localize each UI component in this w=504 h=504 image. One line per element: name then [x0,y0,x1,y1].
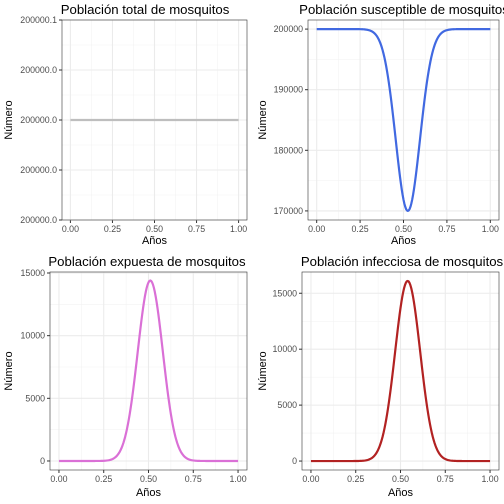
y-tick-label: 200000.0 [20,215,57,225]
x-axis-label: Años [388,487,414,499]
y-tick-label: 200000.0 [20,65,57,75]
x-tick-label: 1.00 [229,474,246,484]
y-tick-label: 0 [40,456,45,466]
y-tick-label: 170000 [274,206,303,216]
y-axis-label: Número [257,351,269,390]
x-tick-label: 0.50 [395,224,412,234]
panel-border [307,19,500,221]
panel-3: 0.00 0.25 0.50 0.75 1.00 0 5000 10000 15000Pobla… [3,254,248,499]
x-tick-label: 0.75 [437,474,454,484]
panel-4: 0.00 0.25 0.50 0.75 1.00 0 5000 10000 15000 Pobla… [257,254,504,499]
x-axis-label: Años [142,235,168,247]
x-axis-label: Años [391,235,417,247]
y-axis-label: Número [3,100,15,139]
chart-title: Población infecciosa de mosquitos [301,254,504,269]
chart-title: Población susceptible de mosquitos [299,2,504,17]
y-tick-label: 5000 [277,400,297,410]
x-tick-label: 0.00 [302,474,319,484]
panel-border [301,271,500,471]
x-tick-label: 0.25 [104,224,121,234]
series-line [310,279,491,463]
x-tick-label: 0.00 [308,224,325,234]
x-tick-label: 1.00 [481,474,498,484]
series-line [58,279,239,463]
x-tick-label: 0.25 [347,474,364,484]
x-tick-label: 0.50 [146,224,163,234]
x-tick-label: 0.75 [188,224,205,234]
x-tick-label: 0.00 [62,224,79,234]
y-tick-label: 5000 [25,393,45,403]
x-tick-label: 0.25 [95,474,112,484]
y-tick-label: 190000 [274,85,303,95]
chart-title: Población total de mosquitos [61,2,230,17]
y-tick-label: 0 [292,456,297,466]
y-tick-label: 15000 [21,268,46,278]
x-tick-label: 0.50 [392,474,409,484]
y-tick-label: 200000.0 [20,165,57,175]
y-tick-label: 15000 [273,288,298,298]
y-axis-label: Número [257,100,269,139]
x-tick-label: 1.00 [230,224,247,234]
panel-border [49,271,248,471]
x-tick-label: 0.25 [352,224,369,234]
x-axis-label: Años [136,487,162,499]
y-tick-label: 200000.0 [20,115,57,125]
panel-1: 0.00 0.25 0.50 0.75 1.00 200000.0 200000.0 2000… [3,2,248,247]
y-tick-label: 180000 [274,145,303,155]
panel-border [61,19,248,221]
series-line [316,27,491,213]
y-tick-label: 200000.1 [20,15,57,25]
panel-2: 0.00 0.25 0.50 0.75 1.00 170000 180000 190000 20… [257,2,504,247]
y-tick-label: 10000 [21,331,46,341]
y-axis-label: Número [3,351,15,390]
y-tick-label: 10000 [273,344,298,354]
y-tick-label: 200000 [274,24,303,34]
chart-title: Población expuesta de mosquitos [48,254,246,269]
x-tick-label: 0.75 [185,474,202,484]
x-tick-label: 0.75 [438,224,455,234]
x-tick-label: 0.00 [50,474,67,484]
x-tick-label: 1.00 [482,224,499,234]
x-tick-label: 0.50 [140,474,157,484]
